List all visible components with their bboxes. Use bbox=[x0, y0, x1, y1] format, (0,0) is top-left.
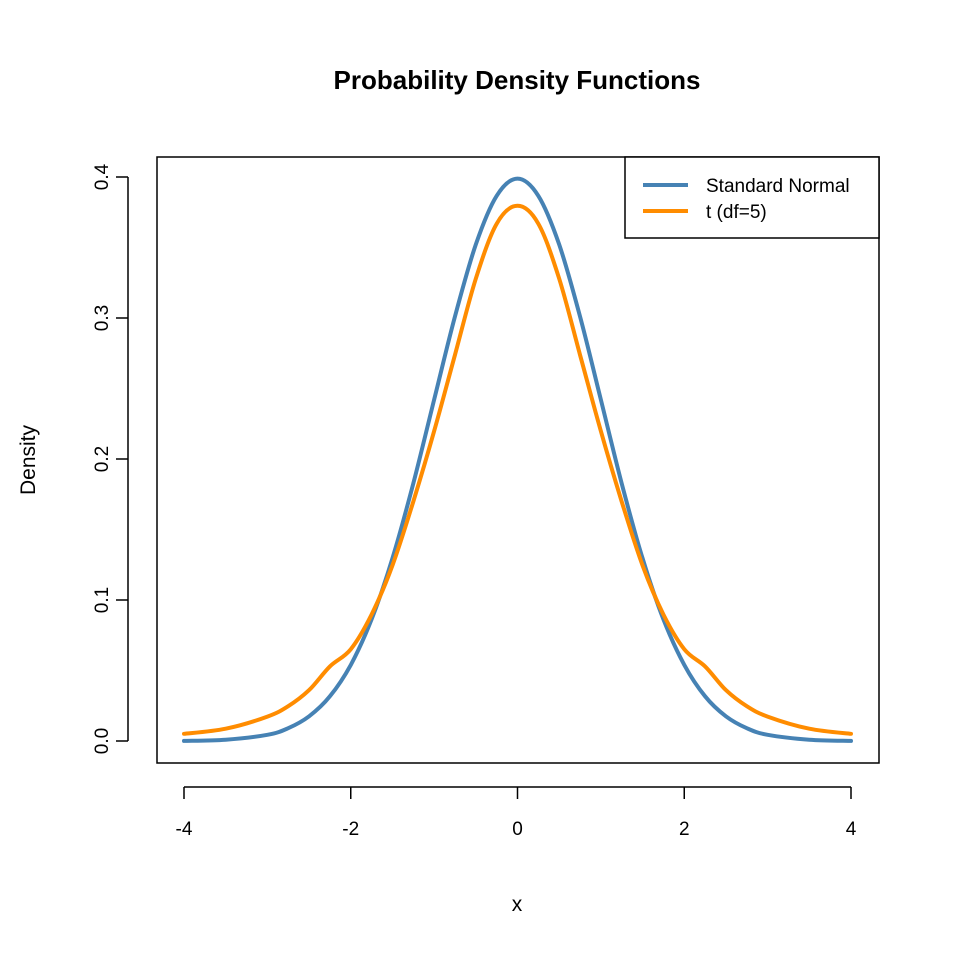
legend-box bbox=[624, 156, 880, 239]
y-tick-label-2: 0.2 bbox=[92, 446, 113, 472]
legend: Standard Normal t (df=5) bbox=[624, 156, 880, 239]
x-tick-label-1: -2 bbox=[342, 819, 359, 840]
legend-label-standard-normal: Standard Normal bbox=[706, 176, 850, 197]
series-line-standard-normal bbox=[182, 176, 853, 743]
y-axis: 0.0 0.1 0.2 0.3 0.4 bbox=[92, 163, 129, 754]
y-axis-label: Density bbox=[17, 424, 40, 495]
legend-label-t-df5: t (df=5) bbox=[706, 202, 767, 223]
y-tick-label-0: 0.0 bbox=[92, 728, 113, 754]
y-tick-label-1: 0.1 bbox=[92, 587, 113, 613]
series-layer bbox=[182, 176, 853, 743]
plot-frame bbox=[156, 156, 880, 764]
x-axis: -4 -2 0 2 4 bbox=[176, 786, 857, 840]
chart-title: Probability Density Functions bbox=[334, 65, 701, 95]
x-tick-label-2: 0 bbox=[512, 819, 523, 840]
series-line-t-df5 bbox=[182, 203, 853, 736]
y-tick-label-4: 0.4 bbox=[92, 163, 113, 190]
x-tick-label-3: 2 bbox=[679, 819, 690, 840]
x-tick-label-0: -4 bbox=[176, 819, 193, 840]
x-tick-label-4: 4 bbox=[846, 819, 857, 840]
y-tick-label-3: 0.3 bbox=[92, 305, 113, 331]
x-axis-label: x bbox=[512, 893, 523, 916]
